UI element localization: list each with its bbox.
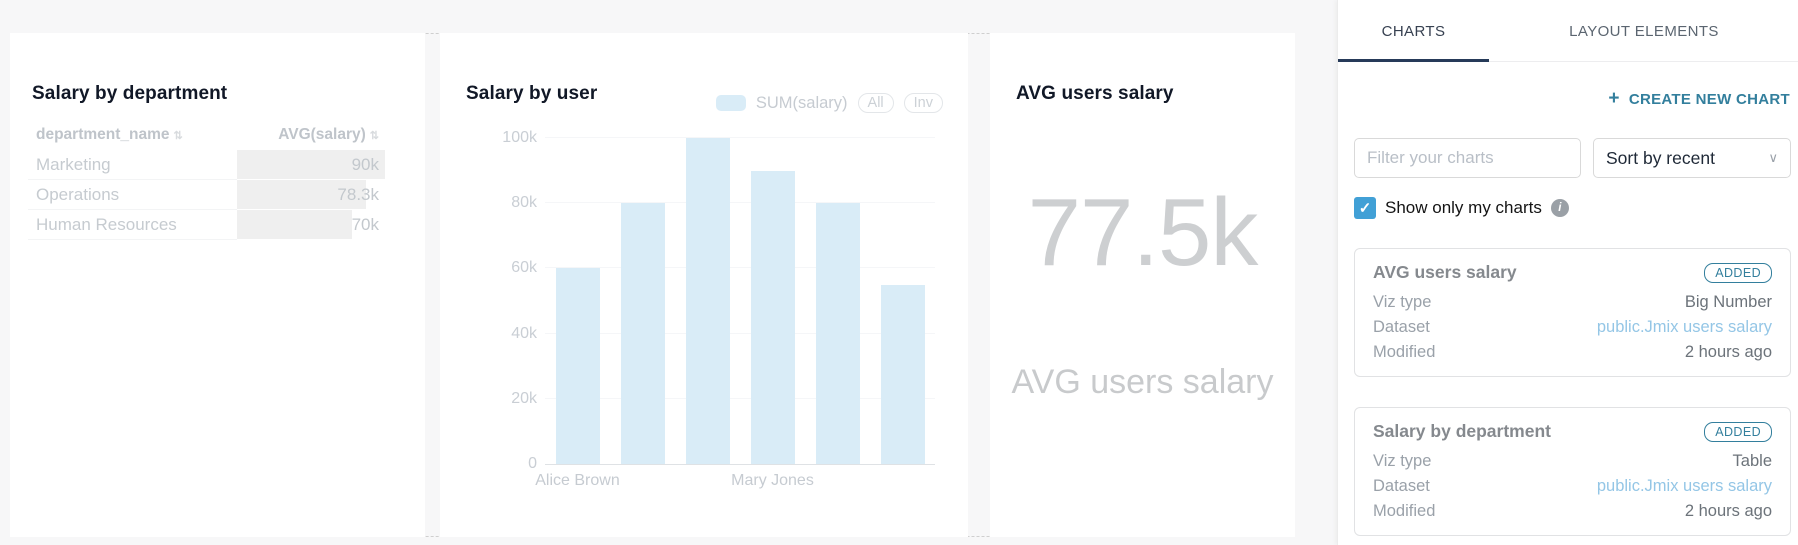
card-title: Salary by department <box>1373 421 1551 441</box>
added-badge: ADDED <box>1704 262 1772 283</box>
tab-layout-elements[interactable]: LAYOUT ELEMENTS <box>1569 22 1719 40</box>
cell-bar <box>237 150 385 179</box>
plus-icon: + <box>1608 88 1620 109</box>
sort-icon: ⇅ <box>369 130 379 142</box>
x-axis-label: Mary Jones <box>731 472 814 489</box>
table-cell-department: Human Resources <box>28 210 237 240</box>
filter-charts-input[interactable] <box>1354 138 1581 178</box>
card-row-value: 2 hours ago <box>1684 502 1772 520</box>
sort-selected-value: Sort by recent <box>1606 147 1715 168</box>
info-icon[interactable]: i <box>1550 199 1569 217</box>
legend-label[interactable]: SUM(salary) <box>755 93 848 112</box>
card-title: AVG users salary <box>1373 262 1517 282</box>
chart-card-avg-users-salary[interactable]: AVG users salary 77.5k AVG users salary <box>990 33 1295 537</box>
y-axis-tick: 60k <box>511 259 537 277</box>
sidebar-tabbar: CHARTS LAYOUT ELEMENTS <box>1338 0 1798 62</box>
chart-list-card-salary-by-department[interactable]: Salary by department ADDED Viz type Tabl… <box>1354 407 1791 536</box>
chart-list-card-avg-users-salary[interactable]: AVG users salary ADDED Viz type Big Numb… <box>1354 248 1791 377</box>
column-header-avg-salary[interactable]: AVG(salary) ⇅ <box>278 126 379 143</box>
bar[interactable] <box>620 203 665 464</box>
card-row-value: Table <box>1732 452 1772 470</box>
gridline <box>545 267 935 269</box>
chart-title: Salary by user <box>466 83 598 104</box>
legend-all-button[interactable]: All <box>857 93 894 113</box>
bar-series <box>545 138 935 464</box>
y-axis-tick: 100k <box>502 129 537 146</box>
bar[interactable] <box>685 138 730 464</box>
sort-icon: ⇅ <box>173 130 183 142</box>
gridline <box>545 202 935 204</box>
chart-card-salary-by-user[interactable]: Salary by user SUM(salary) All Inv 0 20k… <box>440 33 968 537</box>
legend-inv-button[interactable]: Inv <box>903 93 943 113</box>
column-header-department-name[interactable]: department_name ⇅ <box>36 126 183 143</box>
chart-title: AVG users salary <box>1016 83 1174 104</box>
x-axis-label: Alice Brown <box>535 472 620 489</box>
sort-dropdown[interactable]: Sort by recent ∨ <box>1593 138 1791 178</box>
bar[interactable] <box>815 203 860 464</box>
legend-swatch[interactable] <box>715 95 746 111</box>
create-new-chart-label: CREATE NEW CHART <box>1628 90 1790 108</box>
cell-bar <box>237 180 366 209</box>
bar-mary-jones[interactable] <box>750 170 795 464</box>
card-row-label: Dataset <box>1373 477 1430 495</box>
card-row-label: Viz type <box>1373 293 1432 311</box>
gridline <box>545 137 935 138</box>
table-cell-value: 78.3k <box>237 180 385 210</box>
chart-card-salary-by-department[interactable]: Salary by department department_name ⇅ AV… <box>10 33 425 537</box>
chevron-down-icon: ∨ <box>1768 150 1778 165</box>
bar-plot-area: 0 20k 40k 60k 80k 100k Alice Brown Mary … <box>502 129 935 489</box>
y-axis-tick: 0 <box>528 455 537 472</box>
dataset-link[interactable]: public.Jmix users salary <box>1596 318 1772 336</box>
y-axis-tick: 20k <box>511 389 537 407</box>
table-cell-value: 70k <box>237 210 385 240</box>
check-icon: ✓ <box>1358 200 1372 217</box>
dataset-link[interactable]: public.Jmix users salary <box>1596 477 1772 495</box>
create-new-chart-button[interactable]: + CREATE NEW CHART <box>1608 88 1790 110</box>
checkbox-label: Show only my charts <box>1385 198 1542 217</box>
gridline <box>545 332 935 334</box>
show-only-my-charts-checkbox[interactable]: ✓ <box>1354 197 1376 219</box>
bar[interactable] <box>880 284 925 464</box>
bar-alice-brown[interactable] <box>555 268 600 464</box>
added-badge: ADDED <box>1704 421 1772 442</box>
card-row-value: 2 hours ago <box>1684 343 1772 361</box>
card-row-label: Viz type <box>1373 452 1432 470</box>
y-axis-tick: 80k <box>511 194 537 212</box>
cell-bar <box>237 210 353 239</box>
table-cell-department: Marketing <box>28 150 237 180</box>
big-number-value: 77.5k <box>1027 179 1259 286</box>
card-row-value: Big Number <box>1684 293 1772 311</box>
gridline <box>545 397 935 399</box>
tab-charts[interactable]: CHARTS <box>1338 0 1489 62</box>
y-axis-tick: 40k <box>511 324 537 342</box>
card-row-label: Modified <box>1373 343 1436 361</box>
chart-title: Salary by department <box>32 83 228 104</box>
big-number-subtitle: AVG users salary <box>1011 363 1274 401</box>
card-row-label: Dataset <box>1373 318 1430 336</box>
chart-legend: SUM(salary) All Inv <box>715 93 943 113</box>
show-only-my-charts-row: ✓ Show only my charts i <box>1354 197 1569 219</box>
charts-sidebar: CHARTS LAYOUT ELEMENTS + CREATE NEW CHAR… <box>1337 0 1798 545</box>
table-viz: department_name ⇅ AVG(salary) ⇅ Marketing … <box>28 120 385 240</box>
card-row-label: Modified <box>1373 502 1436 520</box>
table-cell-value: 90k <box>237 150 385 180</box>
table-cell-department: Operations <box>28 180 237 210</box>
